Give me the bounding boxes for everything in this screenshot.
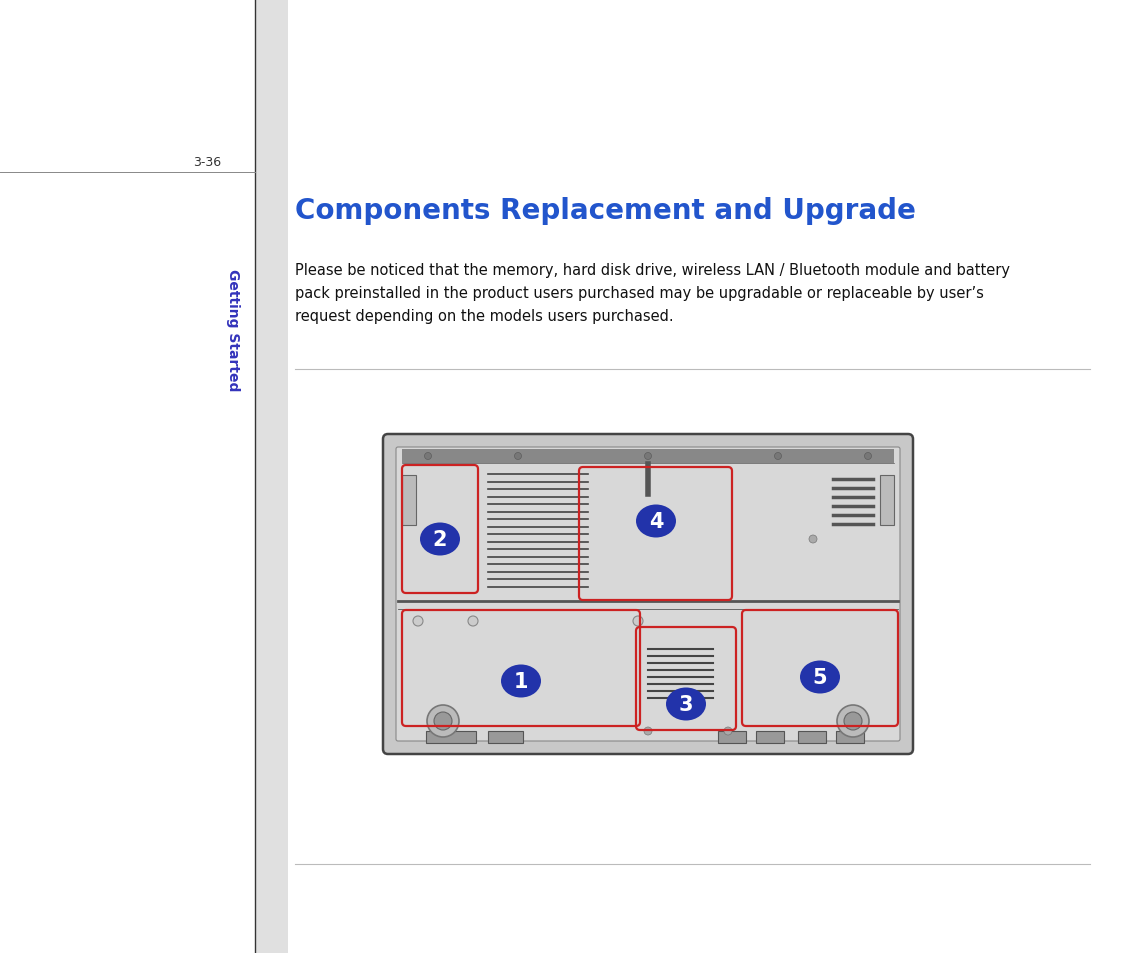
Circle shape — [724, 727, 732, 735]
Text: pack preinstalled in the product users purchased may be upgradable or replaceabl: pack preinstalled in the product users p… — [294, 286, 984, 301]
Ellipse shape — [636, 505, 677, 537]
Ellipse shape — [420, 523, 460, 556]
Circle shape — [633, 617, 644, 626]
Ellipse shape — [501, 665, 541, 698]
Circle shape — [774, 453, 781, 460]
Bar — [880, 476, 894, 525]
Text: 3-36: 3-36 — [193, 156, 221, 170]
Text: 1: 1 — [514, 671, 529, 691]
Text: 3: 3 — [679, 695, 694, 714]
Bar — [836, 731, 864, 743]
Text: 4: 4 — [649, 512, 663, 532]
Bar — [488, 731, 523, 743]
Circle shape — [644, 727, 652, 735]
Bar — [402, 450, 894, 463]
FancyBboxPatch shape — [396, 448, 901, 741]
Bar — [426, 731, 476, 743]
Circle shape — [515, 453, 522, 460]
Text: 2: 2 — [433, 530, 447, 550]
Circle shape — [428, 705, 459, 738]
Circle shape — [645, 453, 652, 460]
Ellipse shape — [666, 688, 706, 720]
Text: Please be noticed that the memory, hard disk drive, wireless LAN / Bluetooth mod: Please be noticed that the memory, hard … — [294, 263, 1010, 277]
Circle shape — [424, 453, 432, 460]
Text: request depending on the models users purchased.: request depending on the models users pu… — [294, 309, 673, 324]
Ellipse shape — [800, 660, 840, 694]
Circle shape — [810, 536, 818, 543]
Circle shape — [864, 453, 871, 460]
Circle shape — [837, 705, 869, 738]
Bar — [798, 731, 825, 743]
Circle shape — [413, 617, 423, 626]
Bar — [255, 0, 288, 953]
FancyBboxPatch shape — [383, 435, 913, 754]
Circle shape — [434, 712, 453, 730]
Text: 5: 5 — [813, 667, 828, 687]
Bar — [402, 476, 416, 525]
Bar — [756, 731, 785, 743]
Bar — [717, 731, 746, 743]
Circle shape — [844, 712, 862, 730]
Circle shape — [468, 617, 478, 626]
Text: Getting Started: Getting Started — [226, 269, 240, 391]
Text: Components Replacement and Upgrade: Components Replacement and Upgrade — [294, 196, 916, 225]
